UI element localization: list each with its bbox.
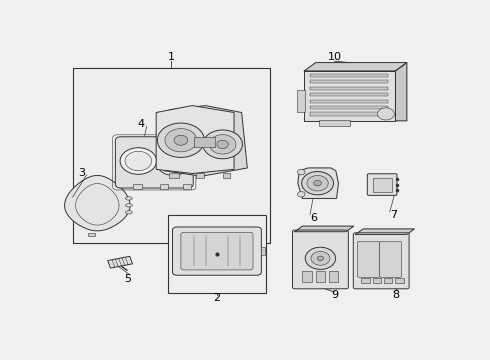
Bar [222,174,230,177]
Text: 9: 9 [331,291,338,301]
Bar [395,278,404,283]
FancyBboxPatch shape [293,230,348,289]
FancyBboxPatch shape [368,174,397,195]
Text: 6: 6 [310,213,318,223]
Text: 4: 4 [137,118,145,129]
Bar [73,68,270,243]
Polygon shape [395,63,407,121]
Ellipse shape [125,197,132,200]
Circle shape [311,251,330,265]
Bar [310,80,388,83]
Circle shape [302,172,334,195]
Bar [329,270,339,282]
Circle shape [209,135,236,154]
Circle shape [217,140,228,149]
Bar [133,184,142,189]
Bar [373,177,392,192]
Polygon shape [356,229,415,234]
Bar [361,278,369,283]
Text: 8: 8 [392,291,399,301]
FancyBboxPatch shape [181,232,253,270]
Ellipse shape [125,211,132,214]
Bar [310,74,388,77]
FancyBboxPatch shape [115,137,193,188]
Bar [160,184,169,189]
Text: 2: 2 [213,293,220,303]
Text: 1: 1 [168,52,175,62]
Bar [316,270,325,282]
Polygon shape [295,226,354,232]
Text: 7: 7 [390,210,397,220]
Polygon shape [164,105,247,176]
Circle shape [120,148,157,174]
Circle shape [297,169,305,175]
Polygon shape [65,175,130,231]
Bar [384,278,392,283]
Polygon shape [298,168,339,198]
Polygon shape [108,256,132,268]
Circle shape [125,151,151,171]
Bar [310,112,388,116]
Bar [319,120,350,126]
Bar [170,174,179,177]
Circle shape [314,180,321,186]
Circle shape [318,256,323,261]
Circle shape [297,192,305,197]
Bar [168,215,267,293]
Bar [88,233,95,236]
Bar [261,247,265,255]
Polygon shape [304,63,407,71]
Polygon shape [156,105,234,174]
Circle shape [203,130,243,159]
Bar [181,247,185,255]
Bar [310,100,388,103]
Bar [373,278,381,283]
Bar [194,138,215,147]
FancyBboxPatch shape [172,227,261,275]
Bar [297,90,305,112]
Circle shape [305,247,336,269]
FancyBboxPatch shape [353,233,409,289]
Circle shape [162,156,185,172]
Circle shape [307,175,328,191]
Circle shape [157,123,204,157]
Bar [302,270,312,282]
Bar [196,174,204,177]
Text: 5: 5 [124,274,131,284]
Circle shape [174,135,188,145]
Ellipse shape [125,204,132,207]
Bar [183,184,191,189]
Bar [310,93,388,96]
Bar [310,106,388,109]
Text: 3: 3 [78,168,86,179]
Text: 10: 10 [328,52,342,62]
Bar [304,71,395,121]
FancyBboxPatch shape [358,242,379,278]
Circle shape [165,129,197,152]
Circle shape [157,152,189,175]
Bar [310,87,388,90]
FancyBboxPatch shape [379,242,401,278]
Circle shape [378,108,394,120]
